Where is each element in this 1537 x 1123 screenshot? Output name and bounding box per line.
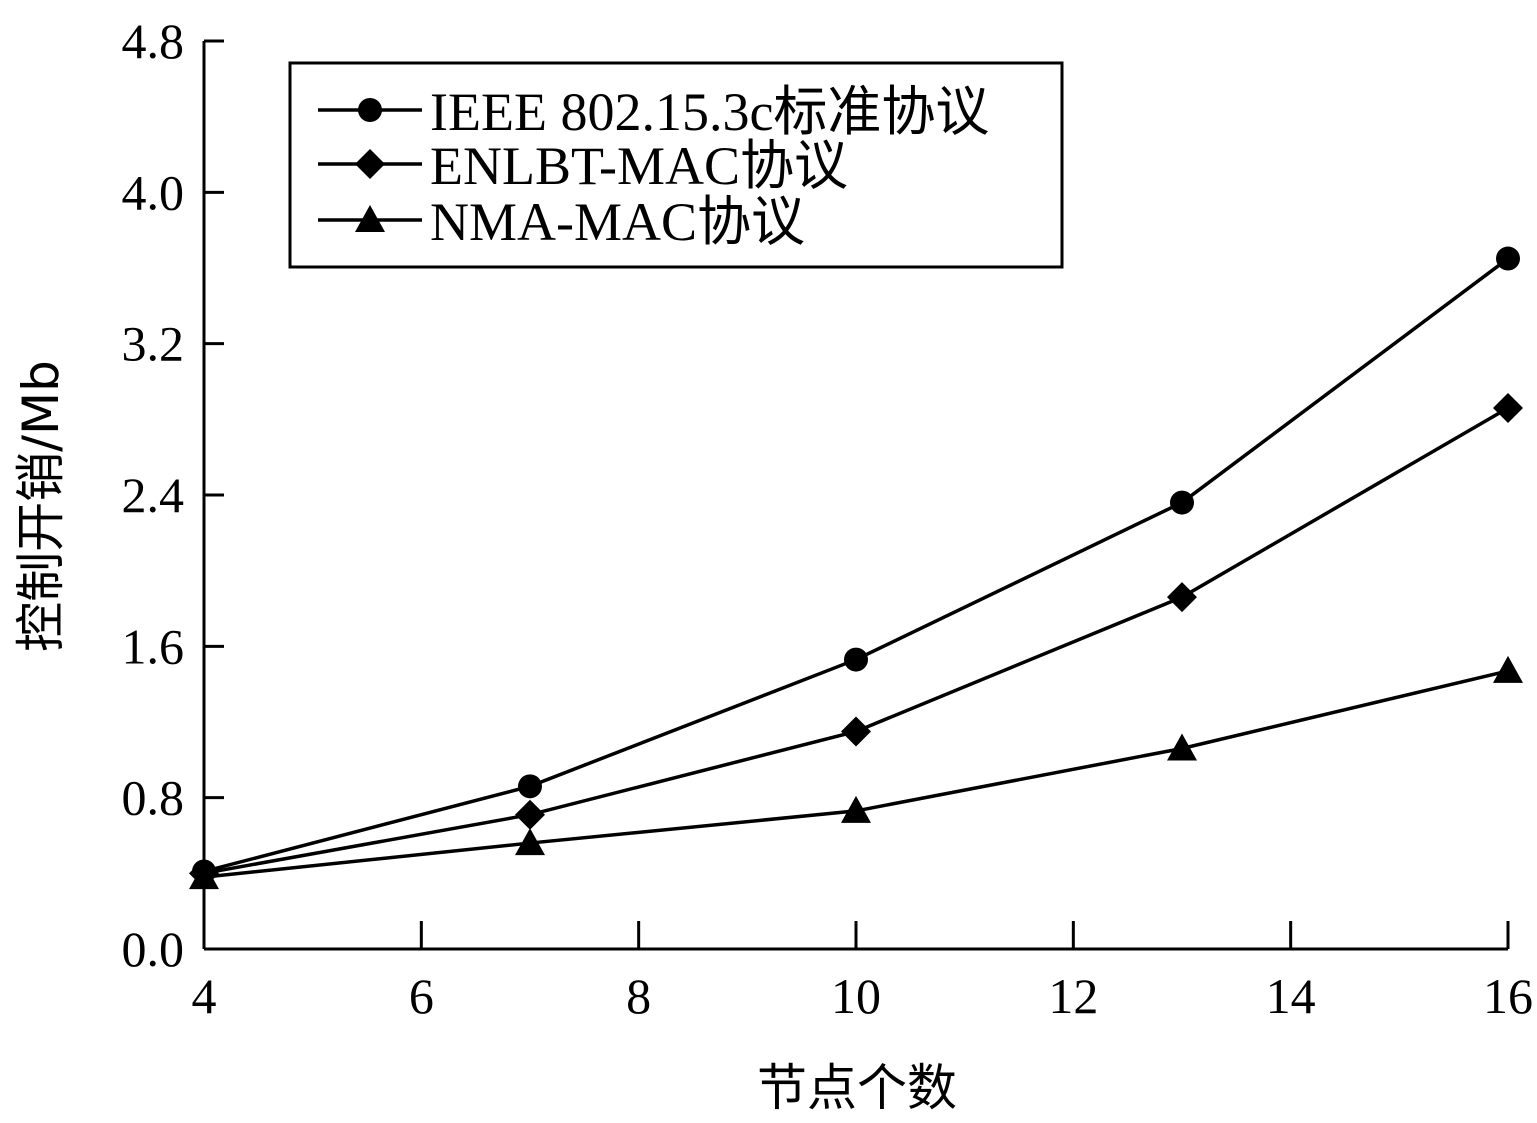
x-tick-label: 4	[192, 968, 217, 1024]
series-layer	[189, 246, 1523, 890]
data-point-triangle	[841, 795, 871, 823]
series-1	[192, 246, 1520, 884]
data-point-circle	[518, 774, 542, 799]
x-tick-label: 14	[1266, 968, 1316, 1024]
legend-entry-1: IEEE 802.15.3c标准协议	[318, 82, 989, 142]
x-tick-label: 8	[626, 968, 651, 1024]
y-tick-label: 4.0	[122, 164, 185, 220]
y-tick-label: 0.0	[122, 921, 185, 977]
data-point-diamond	[1493, 392, 1523, 423]
data-point-triangle	[515, 828, 545, 856]
axes: 0.0 0.8 1.6 2.4 3.2 4.0 4.8 4 6 8 10 12 14 16	[122, 13, 1534, 1024]
legend-label: NMA-MAC协议	[430, 192, 805, 252]
series-line-3	[203, 669, 1509, 879]
y-tick-label: 0.8	[122, 770, 185, 826]
data-point-circle	[1496, 246, 1520, 271]
legend-marker-circle	[358, 98, 382, 122]
legend-entry-2: ENLBT-MAC协议	[318, 136, 848, 196]
series-line-1	[203, 257, 1510, 874]
y-tick-label: 4.8	[122, 13, 185, 69]
series-2	[189, 392, 1523, 889]
y-axis-title: 控制开销/Mb	[12, 360, 70, 652]
data-point-diamond	[841, 716, 871, 747]
legend-entry-3: NMA-MAC协议	[318, 192, 805, 252]
y-tick-label: 2.4	[122, 467, 185, 523]
data-point-triangle	[1167, 733, 1197, 761]
legend-label: IEEE 802.15.3c标准协议	[430, 82, 989, 142]
series-3	[189, 655, 1523, 890]
data-point-diamond	[515, 799, 545, 830]
data-point-circle	[844, 647, 868, 672]
x-tick-label: 6	[409, 968, 434, 1024]
data-point-diamond	[1167, 582, 1197, 613]
data-point-triangle	[189, 862, 219, 890]
y-tick-label: 1.6	[122, 618, 185, 674]
x-axis-title: 节点个数	[757, 1059, 957, 1117]
legend-label: ENLBT-MAC协议	[430, 136, 848, 196]
x-tick-label: 10	[831, 968, 881, 1024]
legend-marker-diamond	[355, 149, 385, 179]
legend-marker-triangle	[355, 205, 385, 232]
x-tick-label: 16	[1483, 968, 1533, 1024]
data-point-triangle	[1493, 655, 1523, 683]
x-tick-label: 12	[1048, 968, 1098, 1024]
data-point-circle	[1170, 490, 1194, 515]
y-tick-label: 3.2	[122, 316, 185, 372]
